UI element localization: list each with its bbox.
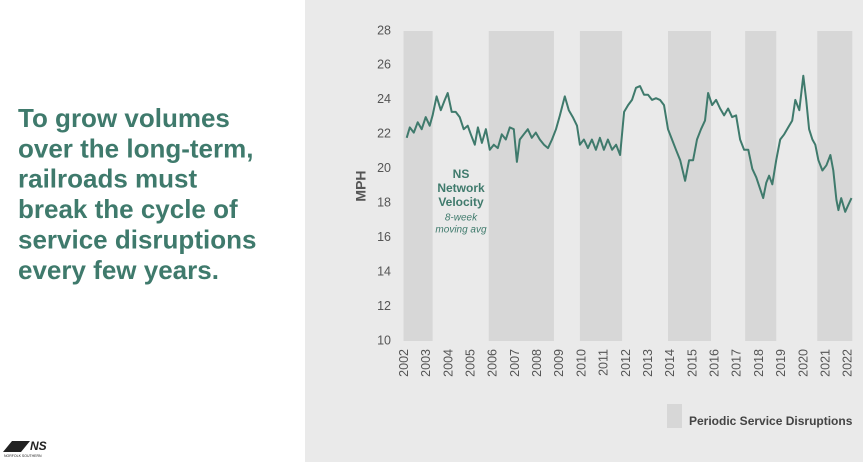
disruption-band xyxy=(667,31,712,341)
x-tick-label: 2008 xyxy=(530,349,544,377)
x-tick-label: 2020 xyxy=(796,349,810,377)
x-tick-label: 2012 xyxy=(619,349,633,377)
x-tick-label: 2014 xyxy=(663,349,677,377)
y-tick-label: 20 xyxy=(377,161,391,175)
x-tick-label: 2011 xyxy=(597,349,611,376)
y-tick-label: 14 xyxy=(377,264,391,278)
left-panel xyxy=(0,0,305,462)
legend-label: Periodic Service Disruptions xyxy=(689,414,853,428)
x-tick-label: 2004 xyxy=(441,349,455,377)
y-tick-label: 22 xyxy=(377,127,391,141)
x-tick-label: 2017 xyxy=(730,349,744,377)
headline-line: over the long-term, xyxy=(18,133,253,163)
x-tick-label: 2019 xyxy=(774,349,788,377)
annotation-title: Network xyxy=(437,181,485,195)
x-tick-label: 2018 xyxy=(752,349,766,377)
x-tick-label: 2007 xyxy=(508,349,522,377)
disruption-band xyxy=(579,31,623,341)
x-tick-label: 2016 xyxy=(708,349,722,377)
headline-line: railroads must xyxy=(18,164,198,194)
headline-line: To grow volumes xyxy=(18,103,230,133)
headline-line: break the cycle of xyxy=(18,194,238,224)
y-tick-label: 10 xyxy=(377,333,391,347)
x-tick-label: 2022 xyxy=(841,349,855,377)
logo-name: NORFOLK SOUTHERN xyxy=(4,454,42,458)
logo-mark: NS xyxy=(30,439,47,453)
legend-swatch xyxy=(667,404,682,428)
disruption-band xyxy=(488,31,554,341)
x-tick-label: 2006 xyxy=(486,349,500,377)
x-tick-label: 2005 xyxy=(464,349,478,377)
y-tick-label: 28 xyxy=(377,23,391,37)
annotation-note: moving avg xyxy=(435,225,487,236)
logo-shape xyxy=(3,441,30,452)
y-tick-label: 26 xyxy=(377,58,391,72)
x-tick-label: 2009 xyxy=(552,349,566,377)
headline-line: every few years. xyxy=(18,255,219,285)
annotation-title: Velocity xyxy=(438,195,484,209)
x-tick-label: 2002 xyxy=(397,349,411,377)
x-tick-label: 2015 xyxy=(685,349,699,377)
annotation-note: 8-week xyxy=(445,213,478,224)
logo: NS NORFOLK SOUTHERN xyxy=(3,439,47,458)
headline-line: service disruptions xyxy=(18,224,256,254)
x-tick-label: 2003 xyxy=(419,349,433,377)
disruption-band xyxy=(745,31,777,341)
x-tick-label: 2013 xyxy=(641,349,655,377)
x-tick-label: 2021 xyxy=(818,349,832,377)
y-tick-label: 16 xyxy=(377,230,391,244)
disruption-band xyxy=(403,31,433,341)
y-tick-label: 18 xyxy=(377,196,391,210)
annotation-title: NS xyxy=(453,167,470,181)
y-tick-label: 12 xyxy=(377,299,391,313)
velocity-line xyxy=(405,74,853,213)
x-tick-label: 2010 xyxy=(574,349,588,377)
y-tick-label: 24 xyxy=(377,92,391,106)
y-axis-label: MPH xyxy=(353,170,369,201)
